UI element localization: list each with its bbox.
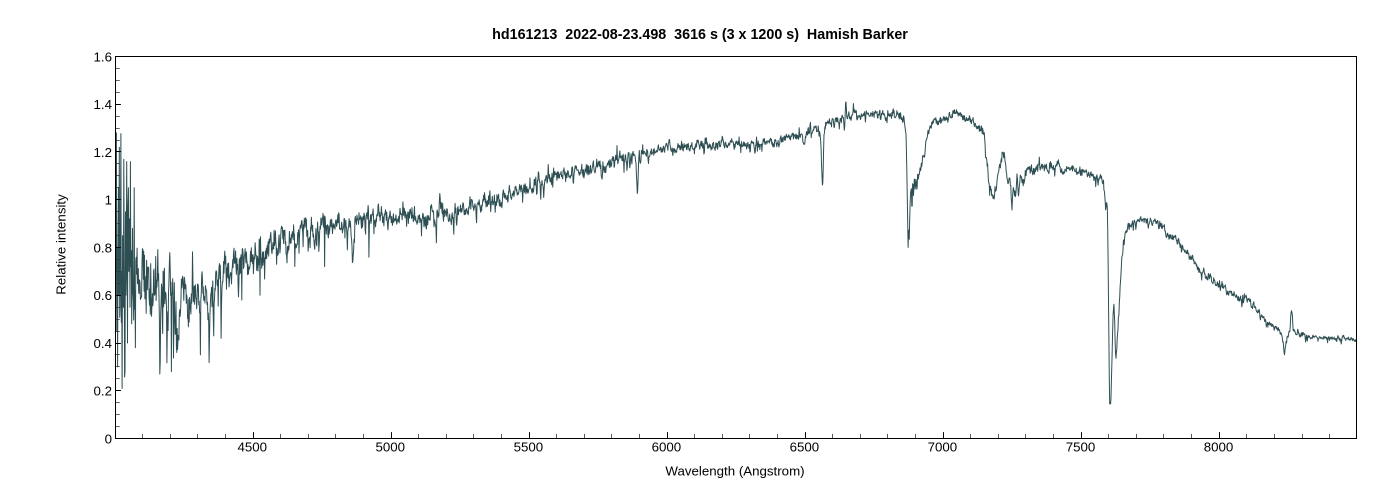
svg-text:7000: 7000 [928,439,958,454]
svg-text:6000: 6000 [652,439,682,454]
svg-text:0.4: 0.4 [94,336,113,351]
svg-text:5000: 5000 [376,439,406,454]
svg-text:0.6: 0.6 [94,288,113,303]
svg-text:Wavelength (Angstrom): Wavelength (Angstrom) [665,464,804,479]
svg-text:1: 1 [105,193,112,208]
svg-text:Relative intensity: Relative intensity [54,194,69,295]
svg-text:1.2: 1.2 [94,145,113,160]
svg-text:1.6: 1.6 [94,49,113,64]
svg-text:4500: 4500 [238,439,268,454]
svg-text:1.4: 1.4 [94,97,113,112]
svg-text:0.8: 0.8 [94,240,113,255]
svg-text:8000: 8000 [1204,439,1234,454]
svg-text:6500: 6500 [790,439,820,454]
svg-text:0.2: 0.2 [94,384,113,399]
svg-text:7500: 7500 [1066,439,1096,454]
svg-text:hd161213 2022-08-23.498 3616: hd161213 2022-08-23.498 3616 s (3 x 1200… [492,27,908,43]
svg-text:5500: 5500 [514,439,544,454]
svg-text:0: 0 [105,431,112,446]
